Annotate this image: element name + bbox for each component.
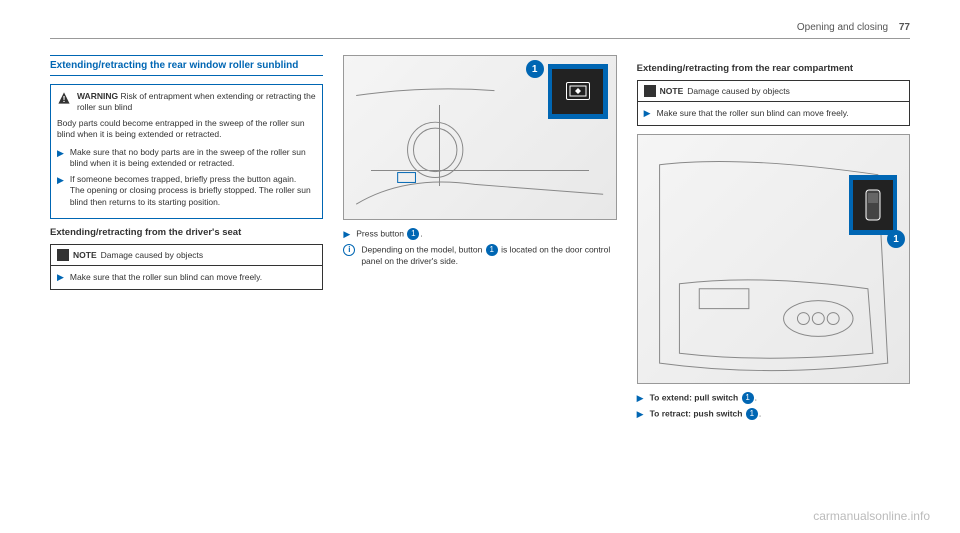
callout-1-rear: 1 [887, 230, 905, 248]
rocker-switch-icon [858, 185, 888, 225]
warning-bullet-1-text: Make sure that no body parts are in the … [70, 147, 316, 170]
triangle-bullet-icon: ▶ [343, 228, 350, 240]
svg-text:!: ! [63, 94, 66, 104]
column-2: 1 ▶ Press button 1. i Depending on the m… [343, 30, 616, 513]
action-extend: ▶ To extend: pull switch 1. [637, 392, 910, 404]
triangle-bullet-icon: ▶ [637, 408, 644, 420]
action-extend-wrap: To extend: pull switch 1. [650, 392, 757, 404]
callout-ref-retract: 1 [746, 408, 758, 420]
door-panel-illustration: 1 [637, 134, 910, 384]
page-header: Opening and closing 77 [797, 22, 910, 33]
column-3: Extending/retracting from the rear compa… [637, 30, 910, 513]
note-title-1: Damage caused by objects [101, 250, 204, 260]
action-retract: ▶ To retract: push switch 1. [637, 408, 910, 420]
info-text-1: Depending on the model, button [361, 244, 482, 254]
action-extend-text: To extend: pull switch [650, 392, 739, 402]
note-title-2: Damage caused by objects [687, 86, 790, 96]
callout-ref-1b: 1 [486, 244, 498, 256]
note-body-text-2: Make sure that the roller sun blind can … [657, 108, 849, 119]
header-rule [50, 38, 910, 39]
action-retract-text: To retract: push switch [650, 408, 743, 418]
page-content: Extending/retracting the rear window rol… [0, 0, 960, 533]
triangle-bullet-icon: ▶ [644, 108, 651, 119]
switch-inset [849, 175, 897, 235]
note-exclaim-icon [57, 249, 69, 261]
switch-inset-inner [853, 180, 893, 230]
warning-bullet-2: ▶ If someone becomes trapped, briefly pr… [57, 174, 316, 208]
warning-triangle-icon: ! [57, 91, 71, 105]
triangle-bullet-icon: ▶ [57, 147, 64, 170]
triangle-bullet-icon: ▶ [57, 174, 64, 208]
watermark: carmanualsonline.info [813, 509, 930, 523]
info-icon: i [343, 244, 355, 256]
warning-bullet-2b: The opening or closing process is briefl… [70, 185, 316, 208]
warning-box: ! WARNING Risk of entrapment when extend… [50, 84, 323, 219]
action-press-text: Press button [356, 228, 404, 238]
page-number: 77 [899, 22, 910, 33]
note-header-1: NOTE Damage caused by objects [51, 245, 322, 266]
door-sketch [638, 135, 909, 383]
note-body-2: ▶ Make sure that the roller sun blind ca… [638, 102, 909, 125]
note-exclaim-icon [644, 85, 656, 97]
triangle-bullet-icon: ▶ [637, 392, 644, 404]
button-inset-inner [552, 69, 602, 115]
button-inset [548, 64, 608, 119]
note-label-1: NOTE [73, 250, 97, 260]
sunblind-button-icon [566, 82, 590, 100]
note-body-text-1: Make sure that the roller sun blind can … [70, 272, 262, 283]
header-section: Opening and closing [797, 22, 888, 33]
note-body-1: ▶ Make sure that the roller sun blind ca… [51, 266, 322, 289]
callout-ref-extend: 1 [742, 392, 754, 404]
note-label-2: NOTE [660, 86, 684, 96]
action-press: ▶ Press button 1. [343, 228, 616, 240]
note-box-2: NOTE Damage caused by objects ▶ Make sur… [637, 80, 910, 126]
warning-title-wrap: WARNING Risk of entrapment when extendin… [77, 91, 316, 114]
action-retract-wrap: To retract: push switch 1. [650, 408, 762, 420]
subheading-driver: Extending/retracting from the driver's s… [50, 227, 323, 238]
warning-label: WARNING [77, 91, 118, 101]
column-1: Extending/retracting the rear window rol… [50, 30, 323, 513]
action-press-wrap: Press button 1. [356, 228, 422, 240]
warning-body: Body parts could become entrapped in the… [57, 118, 316, 141]
note-box-1: NOTE Damage caused by objects ▶ Make sur… [50, 244, 323, 290]
section-title: Extending/retracting the rear window rol… [50, 55, 323, 76]
note-header-2: NOTE Damage caused by objects [638, 81, 909, 102]
callout-ref-1: 1 [407, 228, 419, 240]
info-text-wrap: Depending on the model, button 1 is loca… [361, 244, 616, 267]
subheading-rear: Extending/retracting from the rear compa… [637, 63, 910, 74]
info-note: i Depending on the model, button 1 is lo… [343, 244, 616, 267]
warning-bullet-2a: If someone becomes trapped, briefly pres… [70, 174, 316, 185]
warning-bullet-2-wrap: If someone becomes trapped, briefly pres… [70, 174, 316, 208]
warning-bullet-1: ▶ Make sure that no body parts are in th… [57, 147, 316, 170]
callout-1: 1 [526, 60, 544, 78]
dashboard-illustration: 1 [343, 55, 616, 220]
warning-header: ! WARNING Risk of entrapment when extend… [57, 91, 316, 114]
triangle-bullet-icon: ▶ [57, 272, 64, 283]
